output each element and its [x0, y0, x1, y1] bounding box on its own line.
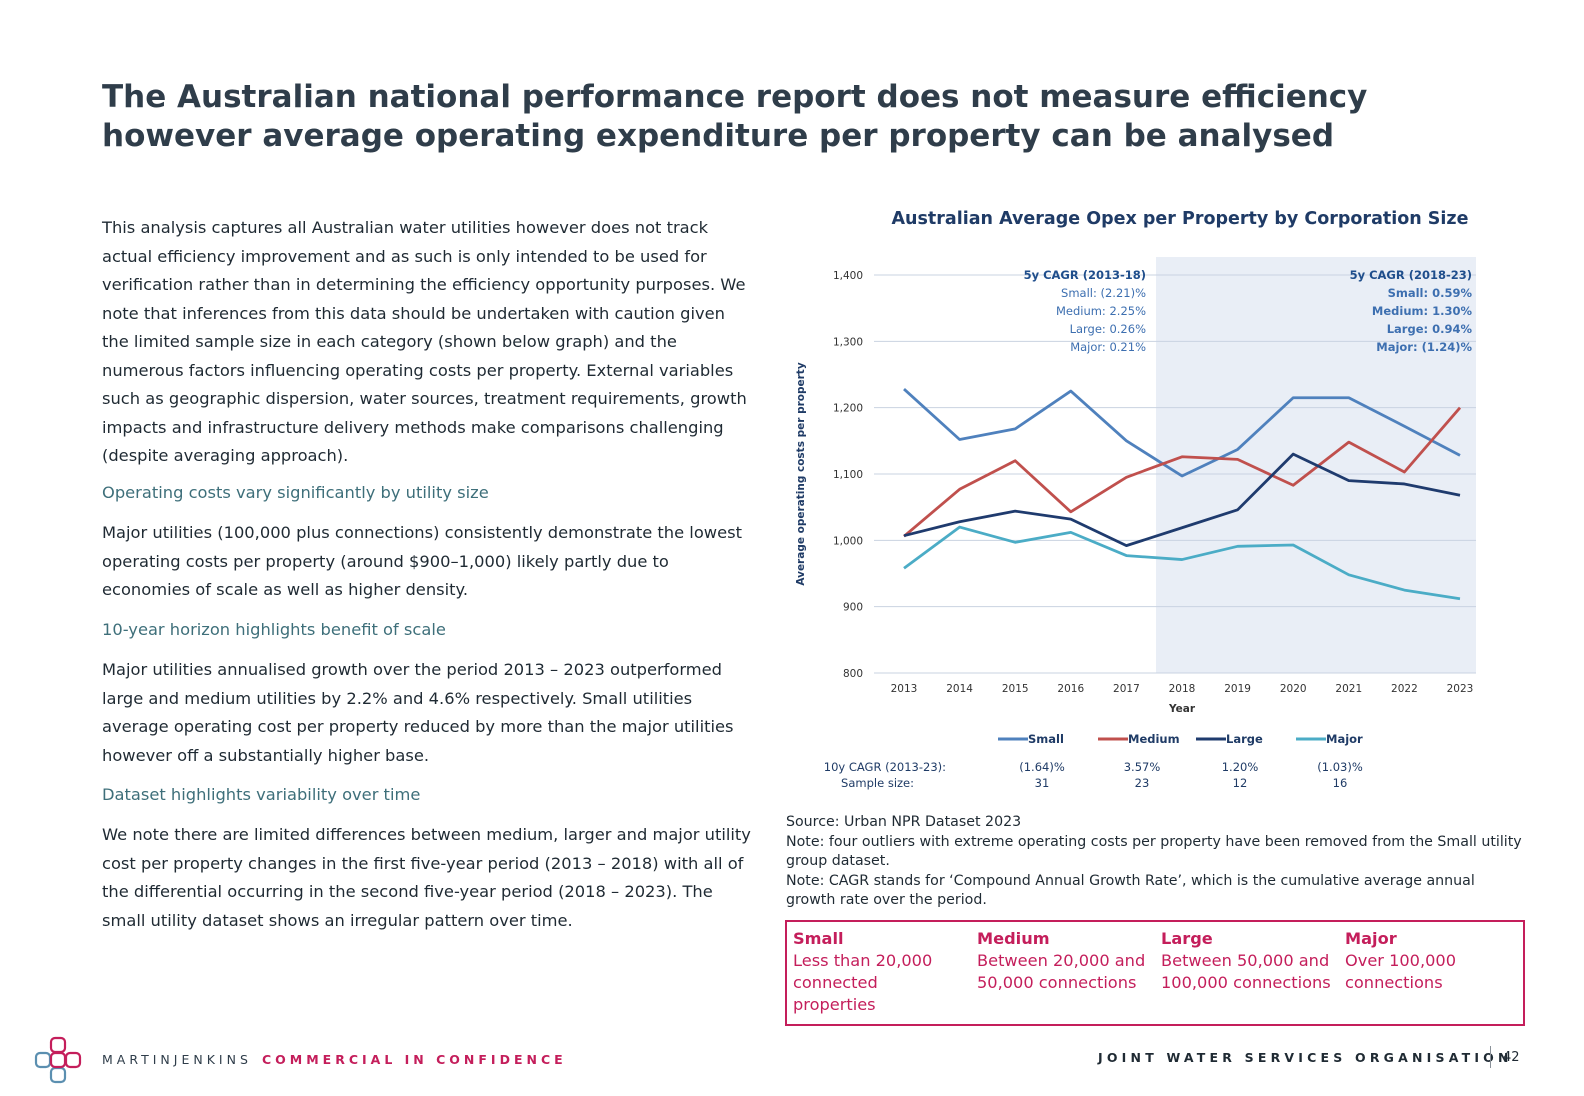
y-tick-label: 800 — [843, 668, 863, 680]
legend-label-major: Major — [1326, 732, 1363, 746]
page-title: The Australian national performance repo… — [102, 78, 1422, 156]
footer-divider — [1490, 1046, 1491, 1068]
definition-large-desc: Between 50,000 and 100,000 connections — [1161, 951, 1331, 992]
x-tick-label: 2015 — [1002, 683, 1029, 695]
table-cell-cagr: (1.64)% — [1019, 760, 1065, 774]
definition-medium-name: Medium — [977, 929, 1050, 948]
paragraph-major-utilities-text: Major utilities (100,000 plus connection… — [102, 523, 742, 599]
definition-large-name: Large — [1161, 929, 1213, 948]
y-tick-label: 1,400 — [833, 270, 863, 282]
subhead-10-year: 10-year horizon highlights benefit of sc… — [102, 620, 446, 639]
x-tick-label: 2019 — [1224, 683, 1251, 695]
paragraph-annualised-growth-text: Major utilities annualised growth over t… — [102, 660, 734, 765]
cagr-2018-23-line: Medium: 1.30% — [1372, 304, 1473, 318]
table-row-label-cagr: 10y CAGR (2013-23): — [824, 760, 946, 774]
definition-major: Major Over 100,000 connections — [1345, 928, 1515, 994]
page-title-line-1: The Australian national performance repo… — [102, 79, 1368, 115]
size-definitions-box: Small Less than 20,000 connected propert… — [785, 920, 1525, 1026]
subhead-variability: Dataset highlights variability over time — [102, 785, 421, 804]
subhead-utility-size: Operating costs vary significantly by ut… — [102, 483, 489, 502]
cagr-2018-23-heading: 5y CAGR (2018-23) — [1350, 268, 1472, 282]
intro-text: This analysis captures all Australian wa… — [102, 218, 747, 465]
x-tick-label: 2018 — [1169, 683, 1196, 695]
cagr-2018-23-line: Major: (1.24)% — [1376, 340, 1472, 354]
definition-major-desc: Over 100,000 connections — [1345, 951, 1457, 992]
outlier-note: Note: four outliers with extreme operati… — [786, 833, 1522, 870]
legend-label-small: Small — [1028, 732, 1064, 746]
table-cell-sample: 31 — [1035, 776, 1050, 790]
definition-small-name: Small — [793, 929, 844, 948]
martinjenkins-logo-icon — [34, 1036, 82, 1084]
definition-medium-desc: Between 20,000 and 50,000 connections — [977, 951, 1146, 992]
x-tick-label: 2023 — [1447, 683, 1474, 695]
definition-medium: Medium Between 20,000 and 50,000 connect… — [977, 928, 1147, 994]
x-tick-label: 2014 — [946, 683, 973, 695]
x-axis-title: Year — [1168, 703, 1196, 715]
definition-small-desc: Less than 20,000 connected properties — [793, 951, 933, 1014]
paragraph-annualised-growth: Major utilities annualised growth over t… — [102, 656, 752, 770]
x-tick-label: 2021 — [1335, 683, 1362, 695]
paragraph-major-utilities: Major utilities (100,000 plus connection… — [102, 519, 752, 605]
cagr-2018-23-line: Small: 0.59% — [1388, 286, 1473, 300]
table-cell-sample: 23 — [1135, 776, 1150, 790]
y-tick-label: 900 — [843, 602, 863, 614]
x-tick-label: 2013 — [891, 683, 918, 695]
chart-title: Australian Average Opex per Property by … — [891, 209, 1469, 229]
table-cell-sample: 12 — [1233, 776, 1248, 790]
page-title-line-2: however average operating expenditure pe… — [102, 118, 1335, 154]
source-note: Source: Urban NPR Dataset 2023 — [786, 814, 1022, 830]
y-tick-label: 1,200 — [833, 403, 863, 415]
x-tick-label: 2016 — [1057, 683, 1084, 695]
y-axis-title: Average operating costs per property — [795, 362, 807, 585]
footer-confidential: COMMERCIAL IN CONFIDENCE — [262, 1052, 567, 1067]
opex-line-chart: 800 900 1,000 1,100 1,200 1,300 1,400 2013 2014 2… — [795, 257, 1476, 790]
x-tick-label: 2020 — [1280, 683, 1307, 695]
table-cell-cagr: (1.03)% — [1317, 760, 1363, 774]
definition-large: Large Between 50,000 and 100,000 connect… — [1161, 928, 1331, 994]
table-cell-cagr: 3.57% — [1124, 760, 1161, 774]
chart-notes: Source: Urban NPR Dataset 2023 Note: fou… — [786, 813, 1526, 911]
page-number: 42 — [1503, 1050, 1520, 1065]
legend-label-medium: Medium — [1128, 732, 1180, 746]
y-tick-label: 1,000 — [833, 535, 863, 547]
definition-major-name: Major — [1345, 929, 1397, 948]
legend-label-large: Large — [1226, 732, 1263, 746]
table-row-label-sample: Sample size: — [841, 776, 914, 790]
cagr-2013-18-line: Major: 0.21% — [1070, 340, 1146, 354]
cagr-note: Note: CAGR stands for ‘Compound Annual G… — [786, 872, 1475, 909]
cagr-2013-18-line: Small: (2.21)% — [1061, 286, 1146, 300]
paragraph-differences: We note there are limited differences be… — [102, 821, 752, 935]
intro-paragraph: This analysis captures all Australian wa… — [102, 214, 752, 471]
definition-small: Small Less than 20,000 connected propert… — [793, 928, 963, 1016]
cagr-2013-18-line: Large: 0.26% — [1070, 322, 1146, 336]
cagr-2013-18-heading: 5y CAGR (2013-18) — [1024, 268, 1146, 282]
y-tick-label: 1,100 — [833, 469, 863, 481]
footer-brand: MARTINJENKINS — [102, 1052, 252, 1067]
x-tick-label: 2022 — [1391, 683, 1418, 695]
y-tick-label: 1,300 — [833, 336, 863, 348]
x-tick-label: 2017 — [1113, 683, 1140, 695]
table-cell-cagr: 1.20% — [1222, 760, 1259, 774]
paragraph-differences-text: We note there are limited differences be… — [102, 825, 751, 930]
footer-organisation: JOINT WATER SERVICES ORGANISATION — [1098, 1050, 1513, 1065]
cagr-2018-23-line: Large: 0.94% — [1387, 322, 1473, 336]
table-cell-sample: 16 — [1333, 776, 1348, 790]
cagr-2013-18-line: Medium: 2.25% — [1056, 304, 1146, 318]
